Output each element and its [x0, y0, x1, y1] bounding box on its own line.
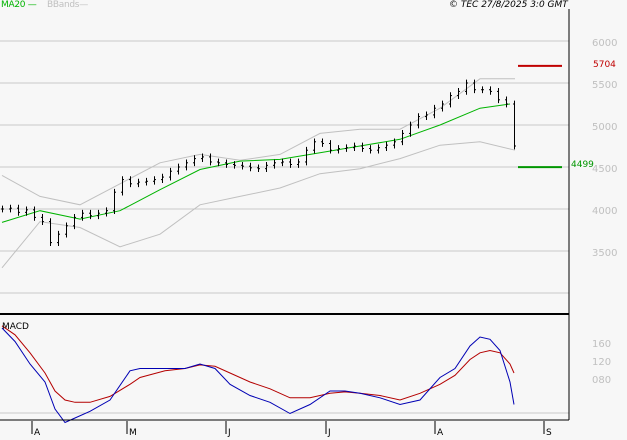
y-axis-label: 4500: [592, 164, 618, 175]
support-resistance-lines: [518, 64, 562, 169]
y-axis-label: 5500: [592, 80, 618, 91]
macd-lines: [1, 325, 515, 424]
x-axis-label: A: [437, 428, 444, 438]
y-axis-label: 160: [592, 339, 612, 350]
chart-frame: [0, 9, 570, 421]
bollinger-bands: [1, 78, 516, 269]
y-axis-label: 4000: [592, 206, 618, 217]
legend-ma20: MA20 —: [1, 0, 37, 10]
x-axis-label: J: [228, 428, 231, 438]
x-axis-label: A: [34, 428, 41, 438]
price-gridlines: [0, 40, 569, 414]
legend: MA20 — BBands—: [1, 0, 88, 10]
macd-panel-title: MACD: [2, 322, 29, 332]
x-axis-label: S: [546, 428, 552, 438]
x-axis-label: M: [129, 428, 137, 438]
y-axis-label: 080: [592, 375, 612, 386]
y-axis-label: 5000: [592, 122, 618, 133]
y-axis-label: 6000: [592, 38, 618, 49]
support-label: 4499: [571, 160, 594, 171]
resistance-label: 5704: [593, 59, 616, 70]
legend-bbands: BBands—: [47, 0, 88, 10]
x-axis-label: J: [328, 428, 331, 438]
y-axis-label: 3500: [592, 248, 618, 259]
x-axis-ticks: [31, 421, 545, 434]
price-bars: [1, 79, 516, 246]
y-axis-label: 120: [592, 357, 612, 368]
ma20-line: [1, 103, 511, 223]
copyright-timestamp: © TEC 27/8/2025 3:0 GMT: [449, 0, 568, 10]
